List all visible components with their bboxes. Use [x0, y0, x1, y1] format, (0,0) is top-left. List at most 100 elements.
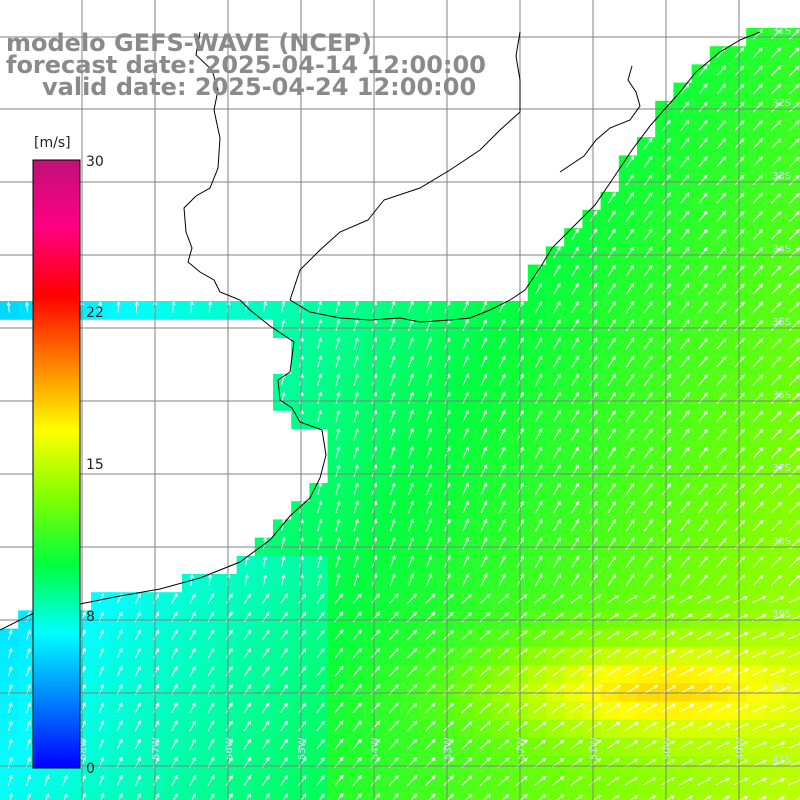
wind-arrow [607, 446, 616, 459]
wind-arrow [789, 47, 800, 58]
wind-arrow [606, 630, 620, 640]
wind-arrow [280, 647, 288, 659]
wind-arrow [698, 428, 709, 441]
wind-arrow [770, 777, 786, 786]
wind-arrow [497, 666, 510, 677]
wind-arrow [553, 409, 561, 423]
wind-arrow [388, 647, 399, 659]
wind-arrow [625, 210, 635, 222]
wind-arrow [680, 137, 690, 149]
wind-arrow [789, 229, 800, 240]
wind-arrow [716, 555, 727, 568]
wind-arrow [698, 174, 708, 186]
wind-arrow [661, 631, 675, 640]
latitude-label: 31S [772, 26, 791, 37]
wind-arrow [300, 793, 307, 800]
latitude-label: 33S [772, 171, 791, 182]
wind-arrow [751, 777, 767, 786]
wind-arrow [334, 720, 344, 732]
wind-arrow [625, 173, 635, 186]
wind-arrow [716, 192, 727, 204]
wind-arrow [355, 792, 362, 800]
wind-arrow [207, 300, 213, 313]
wind-arrow [552, 594, 565, 604]
wind-arrow [752, 574, 764, 586]
wind-arrow [261, 720, 270, 732]
wind-arrow [574, 794, 583, 800]
wind-arrow [426, 355, 433, 368]
wind-arrow [335, 554, 341, 568]
wind-arrow [534, 482, 543, 495]
wind-arrow [643, 464, 653, 477]
wind-arrow [752, 410, 764, 423]
wind-arrow [298, 720, 307, 732]
wind-arrow [462, 445, 469, 459]
wind-arrow [207, 573, 213, 586]
wind-arrow [571, 573, 580, 587]
wind-arrow [98, 701, 105, 713]
wind-arrow [716, 374, 727, 386]
wind-arrow [789, 83, 800, 95]
wind-arrow [698, 464, 709, 477]
wind-arrow [26, 647, 31, 659]
wind-arrow [571, 300, 579, 313]
wind-arrow [698, 483, 709, 495]
wind-arrow [716, 83, 726, 95]
wind-arrow [553, 300, 561, 313]
wind-arrow [660, 703, 677, 713]
wind-arrow [570, 702, 584, 714]
wind-arrow [408, 391, 414, 404]
wind-arrow [426, 300, 432, 313]
wind-arrow [770, 338, 782, 350]
wind-arrow [317, 409, 323, 423]
wind-arrow [553, 337, 561, 350]
wind-cell [455, 792, 474, 800]
wind-arrow [606, 740, 620, 750]
wind-arrow [752, 247, 764, 259]
wind-arrow [734, 501, 745, 514]
wind-arrow [26, 665, 31, 677]
wind-arrow [680, 355, 690, 368]
wind-arrow [788, 759, 800, 767]
wind-arrow [408, 373, 414, 386]
wind-arrow [498, 318, 506, 332]
wind-arrow [352, 665, 362, 677]
wind-arrow [480, 427, 488, 441]
wind-arrow [261, 629, 270, 641]
wind-arrow [280, 702, 288, 713]
wind-arrow [697, 631, 712, 640]
wind-arrow [189, 702, 196, 713]
wind-arrow [98, 647, 105, 659]
wind-arrow [770, 392, 782, 404]
wind-arrow [98, 629, 105, 641]
wind-arrow [751, 668, 768, 677]
wind-arrow [588, 594, 602, 604]
wind-arrow [751, 632, 767, 640]
wind-arrow [389, 464, 396, 477]
wind-arrow [716, 283, 727, 295]
wind-arrow [643, 192, 653, 204]
wind-arrow [770, 410, 782, 422]
wind-arrow [789, 29, 800, 40]
wind-arrow [715, 722, 731, 731]
wind-arrow [733, 777, 749, 786]
wind-arrow [534, 555, 543, 568]
wind-arrow [243, 738, 252, 750]
wind-arrow [680, 373, 690, 386]
wind-cell [54, 792, 74, 800]
longitude-label: 49W [735, 737, 746, 760]
wind-arrow [189, 593, 196, 604]
wind-arrow [334, 738, 344, 750]
wind-arrow [389, 445, 396, 459]
wind-arrow [171, 647, 178, 659]
wind-cell [600, 792, 620, 800]
wind-arrow [698, 355, 708, 368]
wind-arrow [153, 774, 160, 786]
wind-arrow [480, 409, 488, 423]
wind-arrow [497, 775, 510, 786]
wind-arrow [606, 594, 620, 604]
wind-arrow [588, 702, 603, 714]
wind-arrow [607, 319, 616, 332]
wind-arrow [643, 446, 653, 459]
wind-arrow [534, 500, 543, 514]
